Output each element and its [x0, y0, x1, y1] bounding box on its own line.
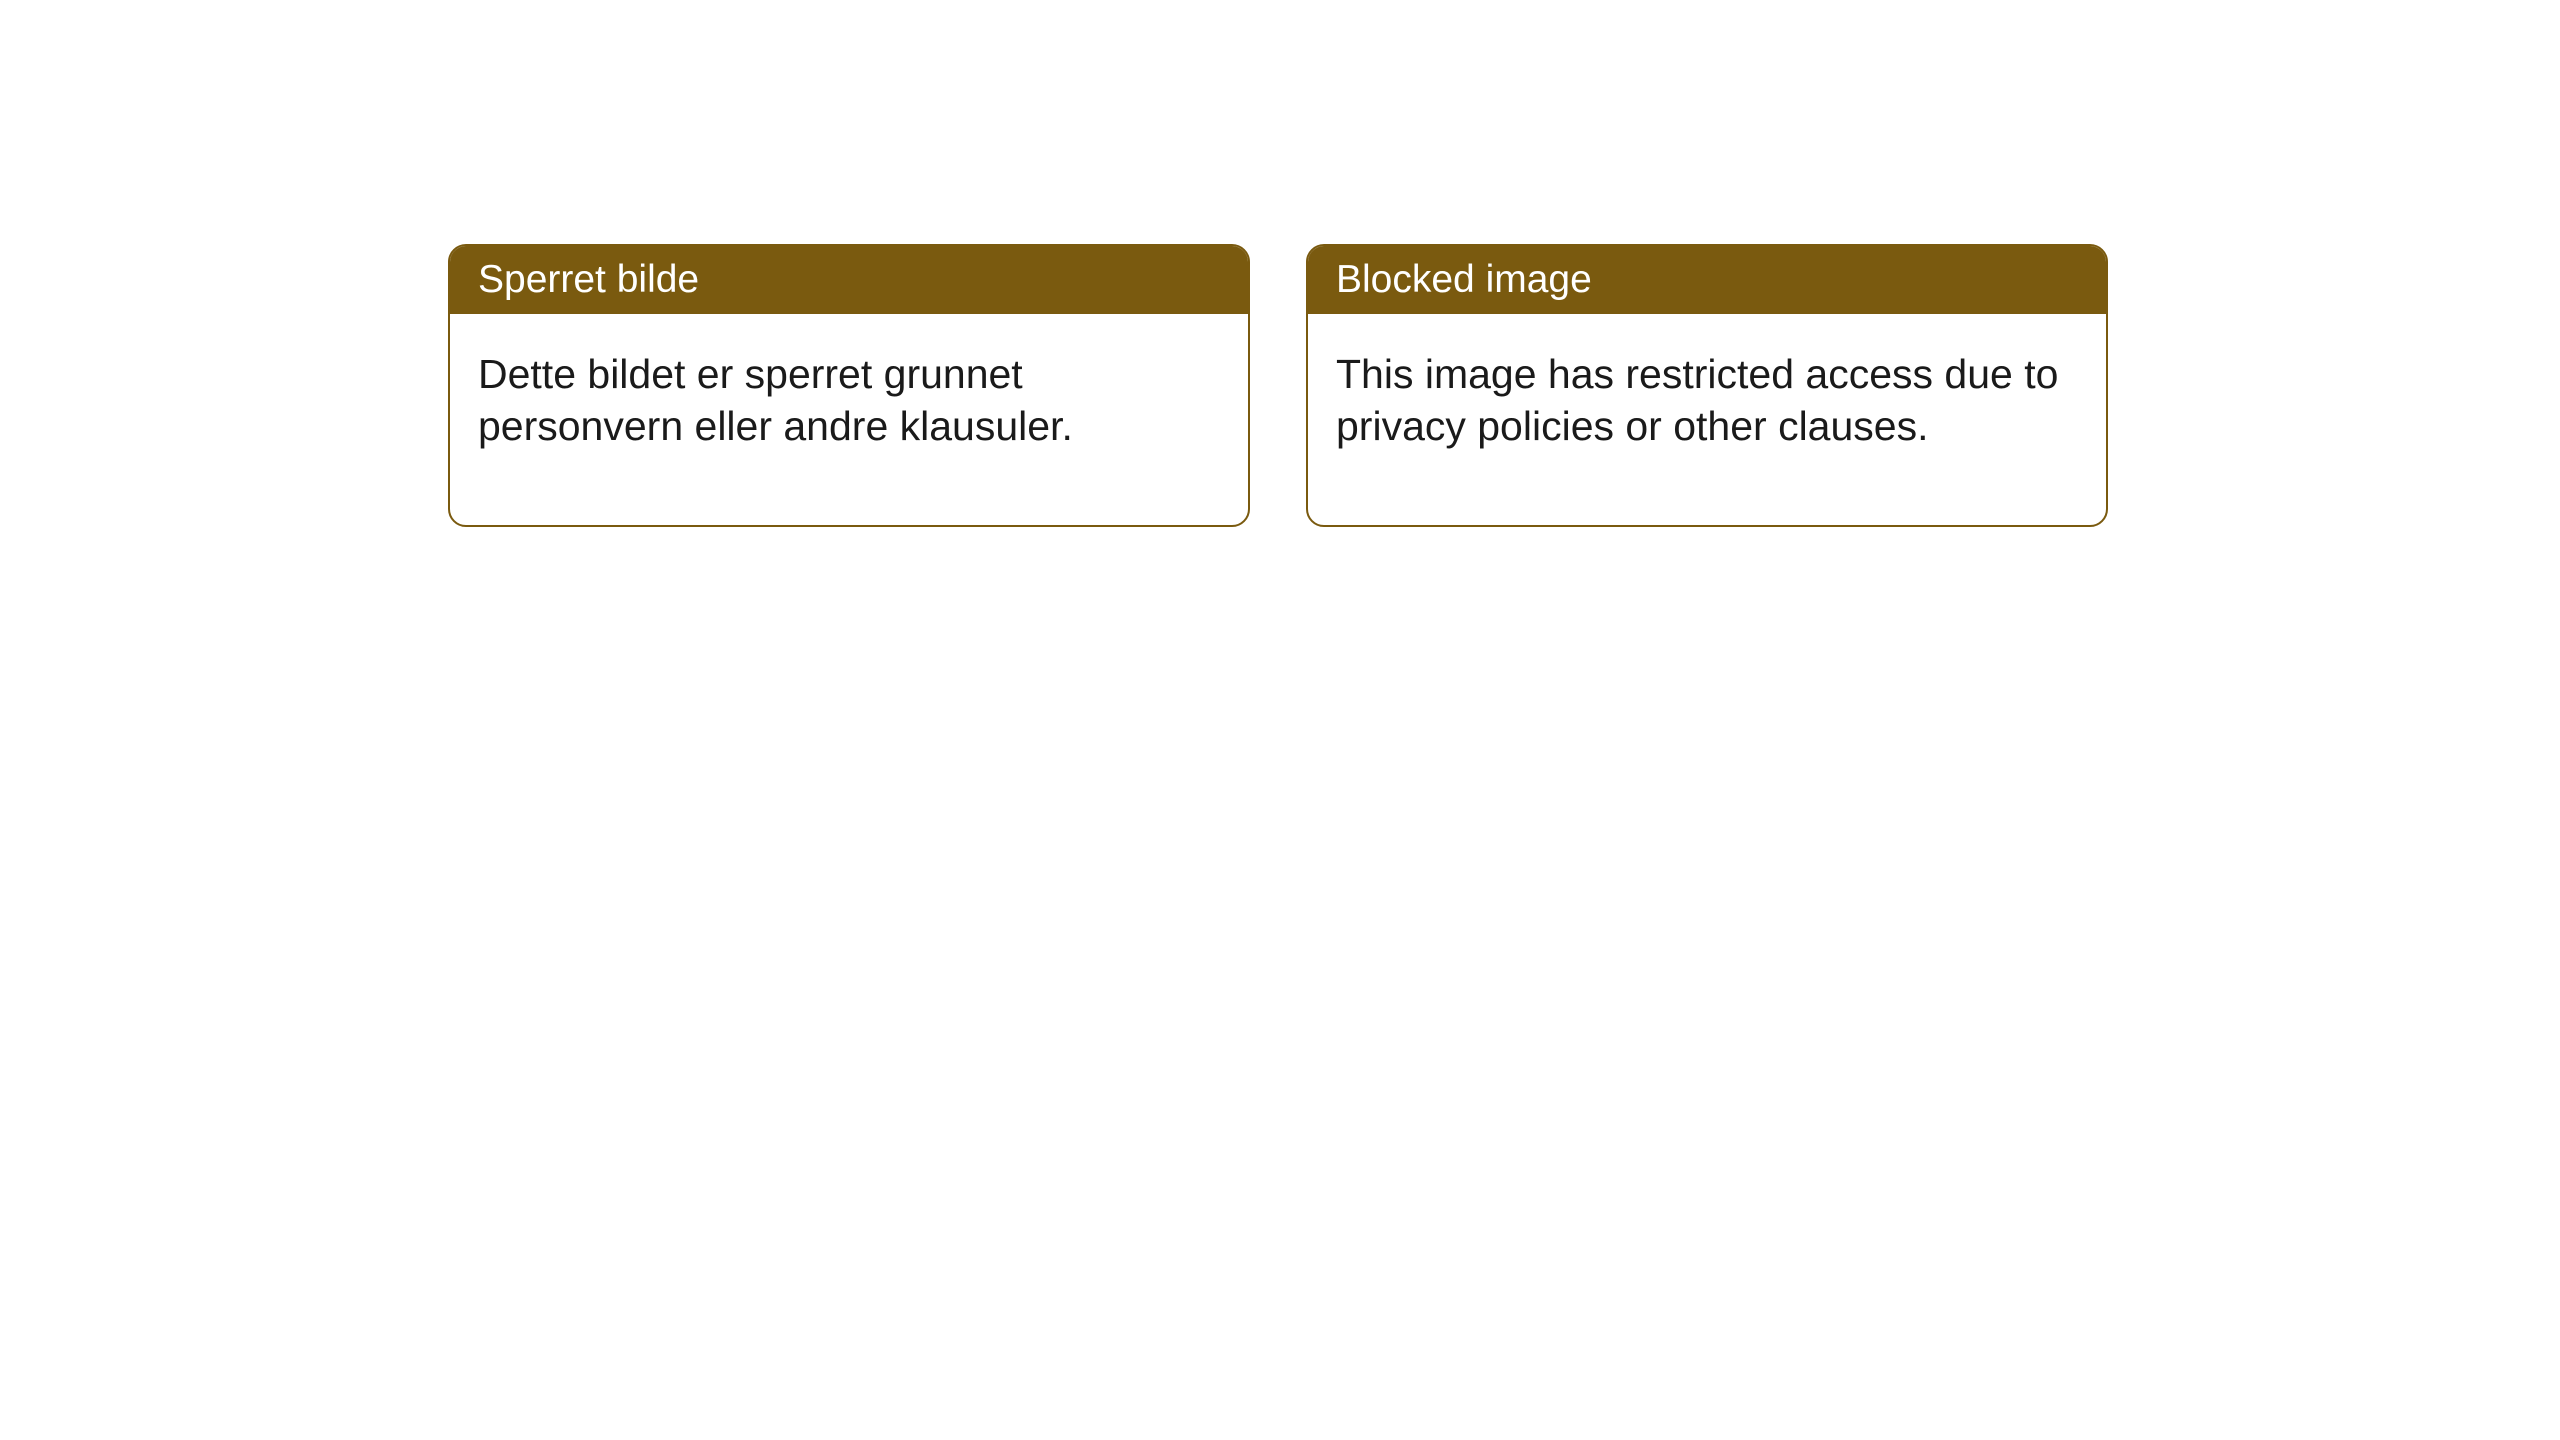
- notice-title: Blocked image: [1336, 258, 1592, 301]
- notice-card-norwegian: Sperret bilde Dette bildet er sperret gr…: [448, 244, 1250, 527]
- notice-body: Dette bildet er sperret grunnet personve…: [450, 314, 1248, 525]
- notice-header: Sperret bilde: [450, 246, 1248, 314]
- notice-title: Sperret bilde: [478, 258, 699, 301]
- notice-body: This image has restricted access due to …: [1308, 314, 2106, 525]
- notice-card-english: Blocked image This image has restricted …: [1306, 244, 2108, 527]
- notice-body-text: Dette bildet er sperret grunnet personve…: [478, 351, 1073, 449]
- notice-body-text: This image has restricted access due to …: [1336, 351, 2058, 449]
- notice-header: Blocked image: [1308, 246, 2106, 314]
- notice-container: Sperret bilde Dette bildet er sperret gr…: [448, 244, 2108, 527]
